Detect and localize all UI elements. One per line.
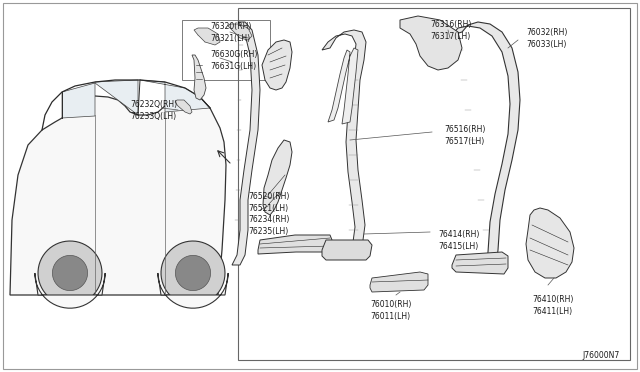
Text: 76630G(RH)
76631G(LH): 76630G(RH) 76631G(LH) xyxy=(210,50,257,71)
Polygon shape xyxy=(262,40,292,90)
Polygon shape xyxy=(38,241,102,305)
Polygon shape xyxy=(175,256,211,291)
Polygon shape xyxy=(322,30,366,252)
Polygon shape xyxy=(370,272,428,292)
Polygon shape xyxy=(52,256,88,291)
Polygon shape xyxy=(328,48,358,124)
Polygon shape xyxy=(322,240,372,260)
Text: 76032(RH)
76033(LH): 76032(RH) 76033(LH) xyxy=(526,28,568,49)
Polygon shape xyxy=(175,100,192,114)
Polygon shape xyxy=(258,235,332,254)
Polygon shape xyxy=(140,80,210,112)
Text: J76000N7: J76000N7 xyxy=(583,351,620,360)
Polygon shape xyxy=(452,252,508,274)
Polygon shape xyxy=(194,28,220,45)
Text: 76234(RH)
76235(LH): 76234(RH) 76235(LH) xyxy=(248,215,289,236)
Polygon shape xyxy=(192,55,206,100)
Polygon shape xyxy=(158,273,228,308)
Polygon shape xyxy=(10,96,226,295)
Polygon shape xyxy=(62,83,95,118)
Text: 76410(RH)
76411(LH): 76410(RH) 76411(LH) xyxy=(532,295,573,316)
Polygon shape xyxy=(263,140,292,215)
Text: 76316(RH)
76317(LH): 76316(RH) 76317(LH) xyxy=(430,20,472,41)
Polygon shape xyxy=(526,208,574,278)
Polygon shape xyxy=(35,273,105,308)
Text: 76232Q(RH)
76233Q(LH): 76232Q(RH) 76233Q(LH) xyxy=(130,100,177,121)
Text: 76516(RH)
76517(LH): 76516(RH) 76517(LH) xyxy=(444,125,485,146)
Text: 76520(RH)
76521(LH): 76520(RH) 76521(LH) xyxy=(248,192,289,213)
Polygon shape xyxy=(161,241,225,305)
Polygon shape xyxy=(228,24,252,40)
Polygon shape xyxy=(232,22,260,265)
Bar xyxy=(182,20,270,80)
Polygon shape xyxy=(452,22,520,270)
Polygon shape xyxy=(400,16,462,70)
Polygon shape xyxy=(95,80,138,115)
Text: 76414(RH)
76415(LH): 76414(RH) 76415(LH) xyxy=(438,230,479,251)
Text: 76320(RH)
76321(LH): 76320(RH) 76321(LH) xyxy=(210,22,252,43)
Bar xyxy=(238,8,630,360)
Text: 76010(RH)
76011(LH): 76010(RH) 76011(LH) xyxy=(370,300,412,321)
